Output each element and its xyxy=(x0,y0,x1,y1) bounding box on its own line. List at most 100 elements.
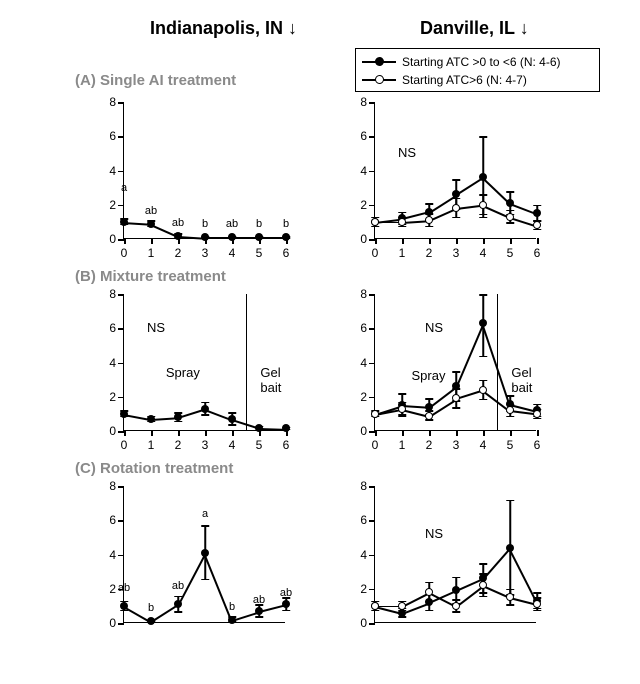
data-point xyxy=(282,424,290,432)
data-point xyxy=(398,405,406,413)
sig-letter: a xyxy=(202,508,208,520)
chart-annotation: Gel bait xyxy=(511,365,536,395)
chart-a-danville: 024680123456NS xyxy=(336,94,546,259)
data-point xyxy=(201,549,209,557)
chart-c-danville: 02468NS xyxy=(336,478,546,643)
col-header-danville: Danville, IL ↓ xyxy=(420,18,529,39)
chart-a-indianapolis: 024680123456aababbabbb xyxy=(85,94,295,259)
sig-letter: ab xyxy=(253,594,265,606)
x-tick-label: 4 xyxy=(229,246,236,260)
data-point xyxy=(255,424,263,432)
x-tick-label: 4 xyxy=(480,438,487,452)
data-point xyxy=(120,218,128,226)
data-point xyxy=(398,602,406,610)
data-point xyxy=(506,544,514,552)
y-tick-label: 0 xyxy=(347,232,367,246)
separator-line xyxy=(497,294,499,430)
sig-letter: b xyxy=(148,602,154,614)
y-tick-label: 2 xyxy=(96,198,116,212)
panel-label-b: (B) Mixture treatment xyxy=(75,268,226,285)
y-tick-label: 4 xyxy=(96,164,116,178)
data-point xyxy=(371,218,379,226)
x-tick-label: 6 xyxy=(534,438,541,452)
chart-b-danville: 024680123456NSSprayGel bait xyxy=(336,286,546,451)
y-tick-label: 6 xyxy=(347,321,367,335)
data-point xyxy=(533,209,541,217)
data-point xyxy=(174,413,182,421)
y-tick-label: 8 xyxy=(96,95,116,109)
chart-b-indianapolis: 024680123456NSSprayGel bait xyxy=(85,286,295,451)
data-point xyxy=(479,173,487,181)
sig-letter: b xyxy=(283,218,289,230)
chart-annotation: Spray xyxy=(166,365,200,380)
x-tick-label: 0 xyxy=(372,246,379,260)
sig-letter: ab xyxy=(118,582,130,594)
y-tick-label: 0 xyxy=(347,424,367,438)
data-point xyxy=(506,199,514,207)
y-tick-label: 6 xyxy=(347,129,367,143)
data-point xyxy=(398,218,406,226)
y-tick-label: 2 xyxy=(96,582,116,596)
x-tick-label: 5 xyxy=(256,246,263,260)
chart-annotation: NS xyxy=(147,320,165,335)
x-tick-label: 6 xyxy=(283,438,290,452)
data-point xyxy=(371,602,379,610)
separator-line xyxy=(246,294,248,430)
x-tick-label: 1 xyxy=(399,246,406,260)
data-point xyxy=(120,602,128,610)
x-tick-label: 5 xyxy=(507,438,514,452)
data-point xyxy=(506,213,514,221)
sig-letter: b xyxy=(202,218,208,230)
data-point xyxy=(479,319,487,327)
x-tick-label: 5 xyxy=(256,438,263,452)
data-point xyxy=(282,600,290,608)
x-tick-label: 4 xyxy=(480,246,487,260)
data-point xyxy=(479,581,487,589)
chart-annotation: Gel bait xyxy=(260,365,285,395)
sig-letter: a xyxy=(121,182,127,194)
x-tick-label: 2 xyxy=(426,438,433,452)
y-tick-label: 8 xyxy=(96,479,116,493)
y-tick-label: 6 xyxy=(96,321,116,335)
legend-item-open: Starting ATC>6 (N: 4-7) xyxy=(362,71,593,89)
y-tick-label: 2 xyxy=(96,390,116,404)
y-tick-label: 8 xyxy=(96,287,116,301)
x-tick-label: 0 xyxy=(372,438,379,452)
x-tick-label: 0 xyxy=(121,246,128,260)
y-tick-label: 4 xyxy=(96,548,116,562)
sig-letter: b xyxy=(229,601,235,613)
data-point xyxy=(479,201,487,209)
x-tick-label: 3 xyxy=(453,438,460,452)
data-point xyxy=(282,233,290,241)
y-tick-label: 8 xyxy=(347,95,367,109)
data-point xyxy=(452,204,460,212)
legend-item-filled: Starting ATC >0 to <6 (N: 4-6) xyxy=(362,53,593,71)
data-point xyxy=(425,588,433,596)
y-tick-label: 6 xyxy=(347,513,367,527)
y-tick-label: 8 xyxy=(347,287,367,301)
data-point xyxy=(120,410,128,418)
y-tick-label: 0 xyxy=(96,424,116,438)
legend-label: Starting ATC>6 (N: 4-7) xyxy=(402,73,527,87)
y-tick-label: 0 xyxy=(96,616,116,630)
data-point xyxy=(255,607,263,615)
panel-label-a: (A) Single AI treatment xyxy=(75,72,236,89)
data-point xyxy=(425,216,433,224)
y-tick-label: 2 xyxy=(347,198,367,212)
x-tick-label: 6 xyxy=(283,246,290,260)
y-tick-label: 4 xyxy=(347,356,367,370)
data-point xyxy=(452,586,460,594)
y-tick-label: 4 xyxy=(347,548,367,562)
x-tick-label: 0 xyxy=(121,438,128,452)
data-point xyxy=(533,221,541,229)
data-point xyxy=(506,593,514,601)
sig-letter: b xyxy=(256,218,262,230)
x-tick-label: 1 xyxy=(148,438,155,452)
x-tick-label: 6 xyxy=(534,246,541,260)
sig-letter: ab xyxy=(226,218,238,230)
data-point xyxy=(533,410,541,418)
data-point xyxy=(506,406,514,414)
sig-letter: ab xyxy=(280,587,292,599)
data-point xyxy=(147,415,155,423)
chart-annotation: Spray xyxy=(412,368,446,383)
